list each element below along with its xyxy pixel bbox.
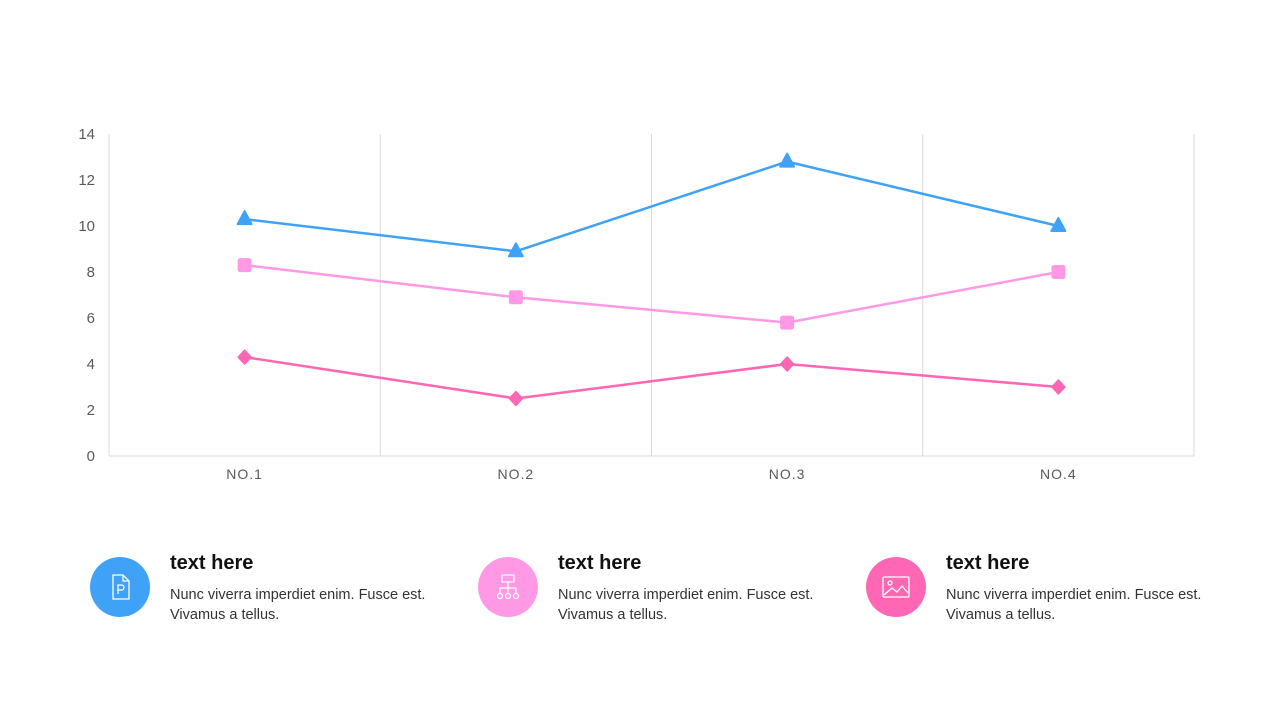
chart-grid <box>108 134 1195 456</box>
data-point-diamond <box>779 356 795 372</box>
data-point-triangle <box>1050 217 1067 232</box>
data-point-square <box>508 290 523 305</box>
feature-card-icon-circle <box>866 557 926 617</box>
feature-card-icon-circle <box>478 557 538 617</box>
data-point-diamond <box>237 349 252 365</box>
data-point-square <box>780 315 795 330</box>
y-tick-label: 4 <box>87 356 95 373</box>
line-chart: 0 2 4 6 8 10 12 14 NO.1 NO.2 NO.3 NO.4 <box>78 126 1195 482</box>
hierarchy-icon <box>496 574 520 600</box>
y-tick-label: 12 <box>78 172 95 189</box>
feature-card-icon-circle <box>90 557 150 617</box>
data-point-triangle <box>507 242 524 258</box>
feature-card-title: text here <box>170 552 254 574</box>
y-tick-label: 2 <box>87 402 95 419</box>
series-3 <box>237 349 1066 407</box>
y-tick-label: 0 <box>87 448 95 465</box>
data-point-diamond <box>1051 379 1066 395</box>
feature-card-title: text here <box>558 552 642 574</box>
series-line <box>244 263 1059 324</box>
feature-card-description: Nunc viverra imperdiet enim. Fusce est. … <box>170 587 426 623</box>
data-point-triangle <box>236 210 253 226</box>
x-tick-label: NO.4 <box>1040 466 1077 482</box>
feature-cards: text here Nunc viverra imperdiet enim. F… <box>0 540 1280 660</box>
series-line <box>244 160 1059 253</box>
feature-card-description: Nunc viverra imperdiet enim. Fusce est. … <box>558 587 814 623</box>
image-icon <box>882 576 910 598</box>
feature-card-2: text here Nunc viverra imperdiet enim. F… <box>478 552 838 642</box>
data-point-square <box>1051 265 1066 279</box>
chart-series <box>236 152 1067 407</box>
series-line <box>244 355 1059 400</box>
feature-card-3: text here Nunc viverra imperdiet enim. F… <box>866 552 1226 642</box>
data-point-triangle <box>779 152 796 168</box>
data-point-diamond <box>508 390 524 407</box>
series-1 <box>236 152 1067 258</box>
series-2 <box>237 258 1066 330</box>
feature-card-1: text here Nunc viverra imperdiet enim. F… <box>90 552 450 642</box>
x-tick-label: NO.1 <box>226 466 263 482</box>
y-tick-label: 6 <box>87 310 95 327</box>
feature-card-title: text here <box>946 552 1030 574</box>
x-tick-label: NO.3 <box>769 466 806 482</box>
y-tick-label: 10 <box>78 218 95 235</box>
x-axis: NO.1 NO.2 NO.3 NO.4 <box>109 455 1194 482</box>
document-p-icon <box>112 574 130 600</box>
y-axis: 0 2 4 6 8 10 12 14 <box>78 126 95 465</box>
data-point-square <box>237 258 252 273</box>
y-tick-label: 8 <box>87 264 95 281</box>
x-tick-label: NO.2 <box>498 466 535 482</box>
y-tick-label: 14 <box>78 126 95 143</box>
feature-card-description: Nunc viverra imperdiet enim. Fusce est. … <box>946 587 1202 623</box>
